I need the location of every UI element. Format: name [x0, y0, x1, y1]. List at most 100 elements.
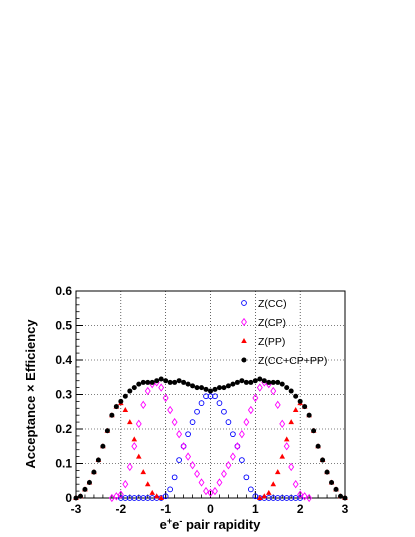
data-point	[225, 419, 232, 425]
data-point	[297, 495, 304, 501]
data-point	[216, 385, 222, 391]
data-point	[225, 383, 231, 389]
data-point	[153, 493, 160, 499]
data-point	[122, 407, 129, 413]
data-point	[292, 480, 299, 489]
data-point	[283, 442, 290, 451]
data-point	[261, 378, 267, 384]
data-point	[342, 495, 348, 501]
data-point	[104, 428, 110, 434]
data-point	[301, 492, 308, 501]
data-point	[194, 469, 201, 479]
data-point	[198, 478, 205, 487]
data-point	[144, 386, 151, 396]
data-point	[158, 495, 164, 500]
data-point	[293, 393, 299, 399]
data-point	[122, 393, 128, 399]
data-point	[306, 493, 313, 503]
data-point	[238, 429, 245, 439]
data-point	[252, 393, 259, 403]
data-point	[167, 405, 174, 415]
data-point	[194, 385, 200, 391]
data-point	[158, 383, 165, 392]
data-point	[265, 489, 272, 495]
data-point	[113, 404, 119, 410]
data-point	[243, 379, 249, 385]
data-point	[91, 469, 97, 475]
data-point	[270, 379, 276, 385]
data-point	[288, 419, 294, 425]
x-tick-label: 2	[297, 502, 304, 516]
x-tick-label: 3	[342, 502, 349, 516]
y-tick-label: 0.4	[55, 353, 72, 367]
y-tick-label: 0.2	[55, 422, 72, 436]
data-point	[338, 493, 344, 499]
y-tick-label: 0.1	[55, 457, 72, 471]
legend-label: Z(CP)	[258, 317, 286, 329]
data-point	[185, 381, 191, 387]
data-point	[172, 379, 178, 385]
x-tick-label: -1	[160, 502, 171, 516]
data-point	[257, 495, 263, 500]
data-point	[167, 486, 174, 493]
data-point	[77, 493, 83, 499]
data-point	[135, 419, 142, 429]
data-point	[297, 490, 304, 499]
y-tick-label: 0.3	[55, 388, 72, 402]
data-point	[212, 393, 218, 400]
data-point	[292, 407, 299, 413]
x-tick-label: 0	[207, 502, 214, 516]
data-point	[180, 442, 187, 451]
data-point	[284, 385, 290, 391]
data-point	[234, 442, 241, 451]
y-tick-label: 0.6	[55, 284, 72, 298]
data-point	[86, 479, 92, 485]
data-point	[199, 385, 205, 391]
data-point	[145, 379, 151, 385]
y-axis-title: Acceptance × Efficiency	[23, 319, 38, 469]
data-point	[95, 457, 101, 463]
data-point	[122, 480, 129, 489]
x-axis-title-text: pair rapidity	[182, 517, 261, 532]
data-point	[203, 386, 209, 392]
data-point	[117, 490, 124, 499]
data-point	[216, 478, 223, 487]
data-point	[154, 378, 160, 384]
data-point	[127, 388, 133, 394]
data-point	[306, 412, 312, 418]
x-axis-title-minus: -	[179, 516, 182, 526]
data-point	[131, 436, 138, 442]
data-point	[243, 417, 250, 427]
data-point	[252, 378, 258, 384]
data-point	[190, 383, 196, 389]
data-point	[140, 379, 146, 385]
data-point	[163, 378, 169, 384]
data-point	[288, 462, 295, 472]
data-point	[140, 400, 147, 410]
x-axis-title-electron: e	[160, 517, 167, 532]
data-point	[203, 486, 209, 496]
data-series	[73, 376, 348, 503]
data-point	[239, 378, 245, 384]
data-point	[229, 452, 236, 461]
data-point	[279, 381, 285, 387]
data-point	[131, 442, 138, 451]
data-point	[288, 388, 294, 394]
legend-label: Z(CC)	[258, 298, 287, 310]
data-point	[270, 386, 277, 396]
data-point	[212, 386, 218, 392]
data-point	[329, 479, 335, 485]
data-point	[181, 379, 187, 385]
y-tick-label: 0	[65, 491, 72, 505]
data-point	[274, 400, 281, 410]
data-point	[109, 412, 115, 418]
data-point	[247, 405, 254, 415]
data-point	[212, 486, 218, 496]
data-point	[144, 481, 151, 487]
x-tick-label: 1	[252, 502, 259, 516]
data-point	[225, 461, 232, 470]
data-point	[297, 398, 303, 404]
data-point	[333, 486, 339, 492]
data-point	[189, 419, 196, 425]
data-point	[315, 443, 321, 449]
